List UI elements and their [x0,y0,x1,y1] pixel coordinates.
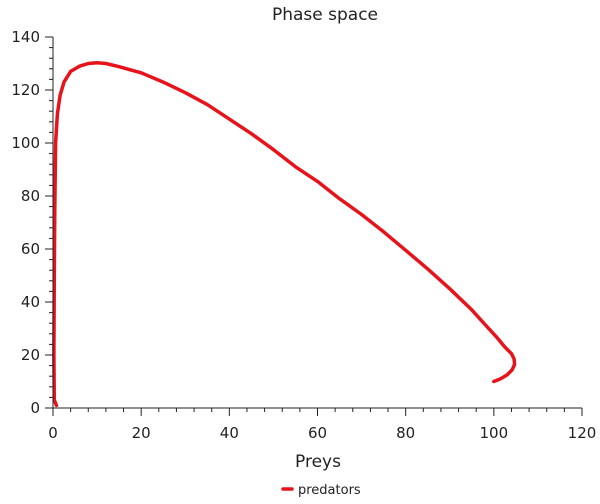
x-tick-label: 120 [568,424,597,442]
x-tick-label: 100 [480,424,509,442]
x-axis-ticks: 0 20 40 60 80 100 120 [48,408,596,442]
y-tick-label: 80 [21,187,40,205]
legend: predators [281,483,361,498]
x-tick-label: 0 [48,424,58,442]
y-tick-label: 40 [21,293,40,311]
y-tick-label: 120 [11,81,40,99]
x-axis-title: Preys [295,452,341,472]
y-tick-label: 100 [11,134,40,152]
y-tick-label: 60 [21,240,40,258]
x-tick-label: 60 [308,424,327,442]
y-tick-label: 140 [11,28,40,46]
x-tick-label: 20 [132,424,151,442]
chart-title: Phase space [272,5,378,25]
y-tick-label: 0 [30,399,40,417]
legend-label-predators: predators [298,483,361,498]
series-line-predators [52,60,517,408]
x-tick-label: 80 [396,424,415,442]
y-tick-label: 20 [21,346,40,364]
plot-area [52,60,517,408]
x-tick-label: 40 [220,424,239,442]
y-axis-ticks: 0 20 40 60 80 100 120 140 [11,28,53,417]
